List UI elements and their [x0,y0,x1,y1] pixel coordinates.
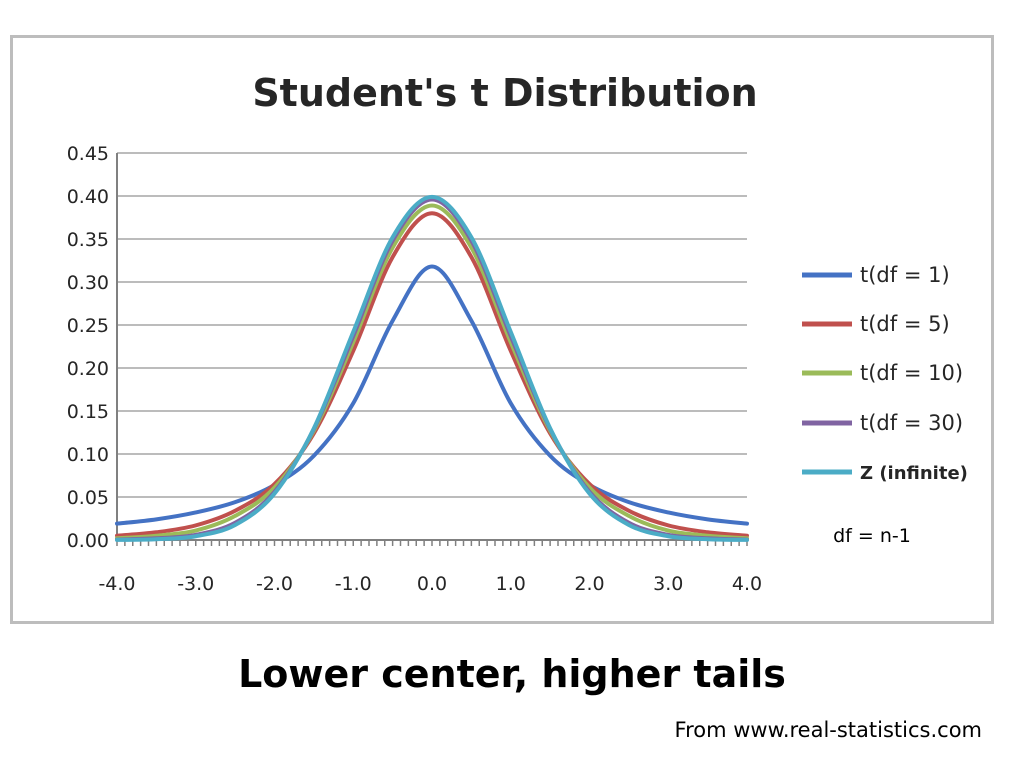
x-tick-label: 4.0 [732,573,762,595]
x-tick-label: -2.0 [256,573,293,595]
legend-label: t(df = 5) [860,312,950,336]
x-tick-label: 1.0 [496,573,526,595]
chart-title: Student's t Distribution [252,71,757,115]
x-tick-labels: -4.0 -3.0 -2.0 -1.0 0.0 1.0 2.0 3.0 4.0 [98,573,762,595]
series-line [115,197,749,542]
y-tick-labels: 0.00 0.05 0.10 0.15 0.20 0.25 0.30 0.35 0.40 0.45 [67,143,109,552]
grid-layer [116,152,747,541]
y-tick-label: 0.20 [67,358,109,380]
x-tick-label: -3.0 [177,573,214,595]
y-tick-label: 0.25 [67,315,109,337]
y-tick-label: 0.00 [67,530,109,552]
chart-frame: Student's t Distribution 0.00 0.05 0.10 0.1… [10,35,994,624]
legend-label: Z (infinite) [860,463,968,484]
legend-label: t(df = 1) [860,263,950,287]
x-tick-label: -1.0 [335,573,372,595]
source-credit: From www.real-statistics.com [674,718,982,742]
series-line [115,264,749,526]
legend: t(df = 1) t(df = 5) t(df = 10) t(df = 30) Z … [802,263,968,484]
df-annotation: df = n-1 [833,525,911,547]
x-tick-label: -4.0 [98,573,135,595]
series-line [115,194,749,542]
legend-label: t(df = 10) [860,361,963,385]
tick-layer [116,540,748,546]
x-tick-label: 2.0 [574,573,604,595]
series-line [115,203,749,541]
y-tick-label: 0.30 [67,272,109,294]
chart-svg: Student's t Distribution 0.00 0.05 0.10 0.1… [67,71,968,595]
y-tick-label: 0.15 [67,401,109,423]
y-tick-label: 0.10 [67,444,109,466]
y-tick-label: 0.05 [67,487,109,509]
caption: Lower center, higher tails [238,652,786,696]
series-line [115,211,749,538]
x-tick-label: 3.0 [653,573,683,595]
y-tick-label: 0.40 [67,186,109,208]
y-tick-label: 0.45 [67,143,109,165]
legend-label: t(df = 30) [860,411,963,435]
x-tick-label: 0.0 [417,573,447,595]
series-layer [115,194,749,542]
y-tick-label: 0.35 [67,229,109,251]
